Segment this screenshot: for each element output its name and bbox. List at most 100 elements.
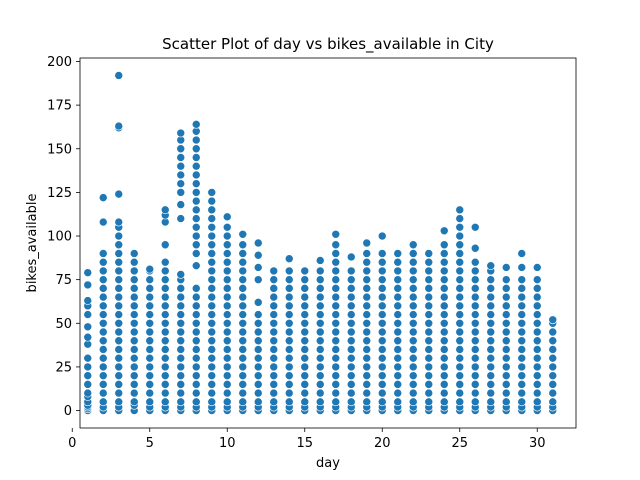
data-point-day-4-5 (129, 371, 139, 380)
data-point-day-8-3 (191, 388, 201, 398)
data-point-day-11-10 (238, 327, 248, 337)
y-tick-label-200: 200 (47, 55, 72, 70)
data-point-day-11-15 (238, 284, 248, 293)
data-point-day-14-4 (284, 380, 294, 389)
data-point-day-6-13 (160, 301, 170, 311)
data-point-day-16-16 (315, 275, 325, 284)
data-point-day-25-10 (455, 327, 465, 337)
data-point-day-9-13 (207, 301, 217, 311)
data-point-day-16-17 (315, 266, 325, 276)
data-point-day-3-7 (114, 353, 124, 363)
data-point-day-26-4 (470, 380, 480, 389)
data-point-day-21-15 (393, 284, 403, 293)
data-point-day-22-20 (408, 240, 418, 250)
data-point-day-7-21 (176, 179, 186, 188)
data-point-day-1-14 (83, 310, 93, 319)
data-point-day-9-16 (207, 275, 217, 284)
data-point-day-22-14 (408, 292, 418, 302)
data-point-day-10-17 (222, 266, 232, 276)
data-point-day-31-5 (548, 371, 558, 380)
data-point-day-11-8 (238, 345, 248, 354)
data-point-day-6-18 (160, 257, 170, 267)
data-point-day-7-22 (176, 170, 186, 180)
data-point-day-22-9 (408, 336, 418, 346)
data-point-day-31-4 (548, 380, 558, 389)
data-point-day-16-6 (315, 362, 325, 372)
data-point-day-12-16 (253, 250, 263, 260)
data-point-day-6-12 (160, 310, 170, 319)
data-point-day-17-21 (331, 229, 341, 239)
data-point-day-20-13 (377, 301, 387, 311)
data-point-day-13-12 (269, 310, 279, 319)
data-point-day-10-14 (222, 292, 232, 302)
data-point-day-19-16 (362, 275, 372, 284)
x-tick-label-25: 25 (451, 436, 468, 451)
data-point-day-2-6 (98, 362, 108, 372)
data-point-day-23-17 (424, 266, 434, 276)
data-point-day-15-10 (300, 327, 310, 337)
data-point-day-28-12 (501, 310, 511, 319)
data-point-day-6-2 (160, 397, 170, 407)
data-point-day-8-23 (191, 196, 201, 206)
x-tick-label-20: 20 (374, 436, 391, 451)
data-point-day-10-8 (222, 345, 232, 354)
data-point-day-14-3 (284, 388, 294, 398)
data-point-day-2-9 (98, 336, 108, 346)
data-point-day-12-13 (253, 298, 263, 307)
data-point-day-29-10 (517, 327, 527, 337)
data-point-day-15-5 (300, 371, 310, 380)
data-point-day-16-9 (315, 336, 325, 346)
data-point-day-22-17 (408, 266, 418, 276)
data-point-day-30-16 (532, 275, 542, 284)
x-tick-label-5: 5 (146, 436, 154, 451)
data-point-day-30-2 (532, 397, 542, 407)
data-point-day-7-24 (176, 153, 186, 162)
data-point-day-10-21 (222, 231, 232, 241)
data-point-day-8-32 (191, 120, 201, 129)
data-point-day-20-16 (377, 275, 387, 284)
data-point-day-28-6 (501, 362, 511, 372)
data-point-day-28-11 (501, 318, 511, 328)
data-point-day-25-5 (455, 371, 465, 380)
data-point-day-20-2 (377, 397, 387, 407)
data-point-day-28-7 (501, 353, 511, 363)
data-point-day-21-5 (393, 371, 403, 380)
data-point-day-17-16 (331, 275, 341, 284)
data-point-day-17-6 (331, 362, 341, 372)
data-point-day-20-4 (377, 380, 387, 389)
data-point-day-4-2 (129, 397, 139, 407)
data-point-day-7-25 (176, 144, 186, 154)
data-point-day-14-16 (284, 275, 294, 284)
data-point-day-20-6 (377, 362, 387, 372)
data-point-day-14-14 (284, 292, 294, 302)
data-point-day-25-15 (455, 284, 465, 293)
data-point-day-16-2 (315, 397, 325, 407)
y-axis-label: bikes_available (25, 194, 40, 293)
data-point-day-23-13 (424, 301, 434, 311)
data-point-day-28-10 (501, 327, 511, 337)
data-point-day-26-6 (470, 362, 480, 372)
data-point-day-8-16 (191, 261, 201, 270)
data-point-day-12-15 (253, 263, 263, 272)
data-point-day-5-5 (145, 371, 155, 380)
data-point-day-30-7 (532, 353, 542, 363)
data-point-day-28-15 (501, 284, 511, 293)
data-point-day-25-11 (455, 318, 465, 328)
data-point-day-9-7 (207, 353, 217, 363)
data-point-day-11-17 (238, 266, 248, 276)
data-point-day-23-19 (424, 249, 434, 258)
data-point-day-2-5 (98, 371, 108, 380)
data-point-day-4-11 (129, 318, 139, 328)
data-point-day-29-13 (517, 301, 527, 311)
data-point-day-17-3 (331, 388, 341, 398)
data-point-day-26-19 (470, 243, 480, 253)
data-point-day-19-12 (362, 310, 372, 319)
y-tick-label-50: 50 (55, 317, 72, 332)
data-point-day-25-23 (455, 214, 465, 223)
data-point-day-24-11 (439, 318, 449, 328)
data-point-day-4-14 (129, 292, 139, 302)
data-point-day-26-17 (470, 266, 480, 276)
data-point-day-7-6 (176, 362, 186, 372)
data-point-day-24-12 (439, 310, 449, 319)
data-point-day-18-12 (346, 310, 356, 319)
